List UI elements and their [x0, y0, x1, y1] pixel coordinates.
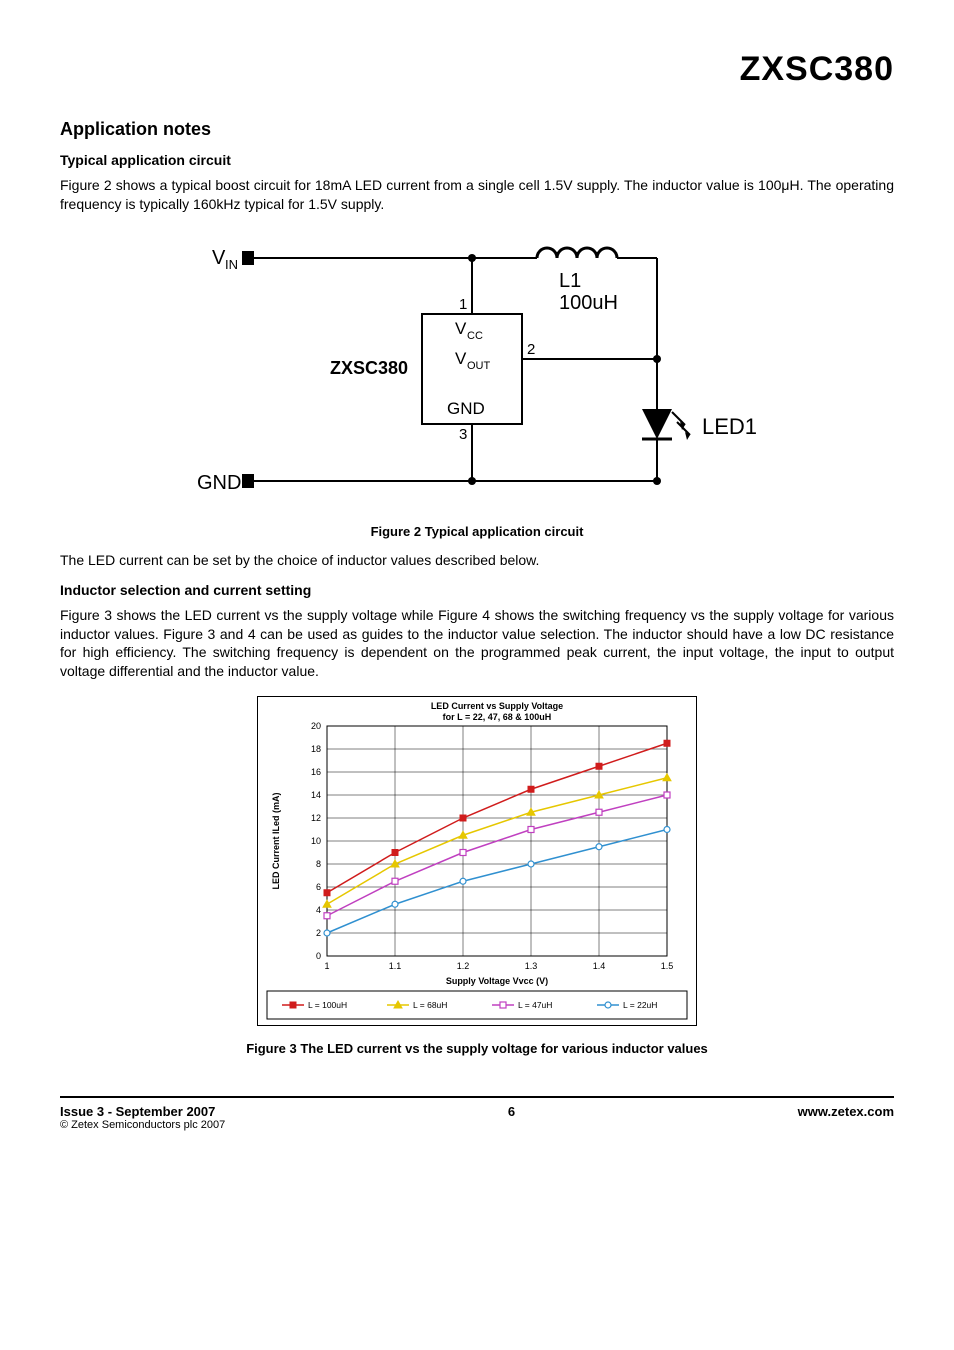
svg-text:V: V [455, 319, 467, 338]
footer-page: 6 [508, 1104, 515, 1131]
svg-text:L1: L1 [559, 270, 581, 292]
svg-text:16: 16 [311, 767, 321, 777]
svg-text:Supply Voltage Vvcc (V): Supply Voltage Vvcc (V) [446, 976, 548, 986]
svg-text:LED Current ILed (mA): LED Current ILed (mA) [271, 793, 281, 890]
inductor-para: Figure 3 shows the LED current vs the su… [60, 606, 894, 682]
fig2-caption: Figure 2 Typical application circuit [60, 524, 894, 539]
svg-text:6: 6 [316, 882, 321, 892]
svg-text:2: 2 [527, 341, 535, 358]
svg-text:1.1: 1.1 [389, 961, 402, 971]
led-set-para: The LED current can be set by the choice… [60, 551, 894, 570]
svg-text:L = 100uH: L = 100uH [308, 1000, 347, 1010]
svg-text:ZXSC380: ZXSC380 [330, 358, 408, 378]
svg-text:100uH: 100uH [559, 292, 618, 314]
product-title: ZXSC380 [60, 50, 894, 89]
fig3-caption: Figure 3 The LED current vs the supply v… [60, 1041, 894, 1056]
led-current-chart: LED Current vs Supply Voltagefor L = 22,… [60, 696, 894, 1026]
svg-text:4: 4 [316, 905, 321, 915]
svg-text:8: 8 [316, 859, 321, 869]
inductor-subheading: Inductor selection and current setting [60, 582, 894, 598]
svg-text:1: 1 [324, 961, 329, 971]
svg-text:for L = 22, 47, 68 & 100uH: for L = 22, 47, 68 & 100uH [443, 712, 552, 722]
svg-text:14: 14 [311, 790, 321, 800]
section-heading: Application notes [60, 119, 894, 140]
page-footer: Issue 3 - September 2007 © Zetex Semicon… [60, 1096, 894, 1131]
svg-text:18: 18 [311, 744, 321, 754]
svg-text:OUT: OUT [467, 360, 491, 372]
footer-issue: Issue 3 - September 2007 [60, 1104, 225, 1119]
svg-text:12: 12 [311, 813, 321, 823]
circuit-diagram: V IN L1 100uH ZXSC380 1 V CC V OU [60, 229, 894, 509]
svg-text:3: 3 [459, 426, 467, 443]
svg-text:LED Current vs Supply Voltage: LED Current vs Supply Voltage [431, 701, 563, 711]
svg-text:L = 68uH: L = 68uH [413, 1000, 447, 1010]
svg-text:L = 47uH: L = 47uH [518, 1000, 552, 1010]
svg-text:1.4: 1.4 [593, 961, 606, 971]
svg-text:V: V [455, 349, 467, 368]
footer-copyright: © Zetex Semiconductors plc 2007 [60, 1119, 225, 1131]
svg-text:L = 22uH: L = 22uH [623, 1000, 657, 1010]
svg-text:0: 0 [316, 951, 321, 961]
typical-subheading: Typical application circuit [60, 152, 894, 168]
svg-text:2: 2 [316, 928, 321, 938]
svg-text:1.3: 1.3 [525, 961, 538, 971]
svg-text:V: V [212, 247, 226, 269]
svg-text:GND: GND [197, 472, 241, 494]
footer-url: www.zetex.com [798, 1104, 894, 1131]
svg-text:1.5: 1.5 [661, 961, 674, 971]
svg-text:CC: CC [467, 330, 483, 342]
typical-para: Figure 2 shows a typical boost circuit f… [60, 176, 894, 214]
svg-text:1: 1 [459, 296, 467, 313]
svg-text:IN: IN [225, 257, 238, 272]
svg-text:GND: GND [447, 399, 485, 418]
svg-text:10: 10 [311, 836, 321, 846]
svg-text:1.2: 1.2 [457, 961, 470, 971]
svg-text:LED1: LED1 [702, 414, 757, 439]
svg-text:20: 20 [311, 721, 321, 731]
